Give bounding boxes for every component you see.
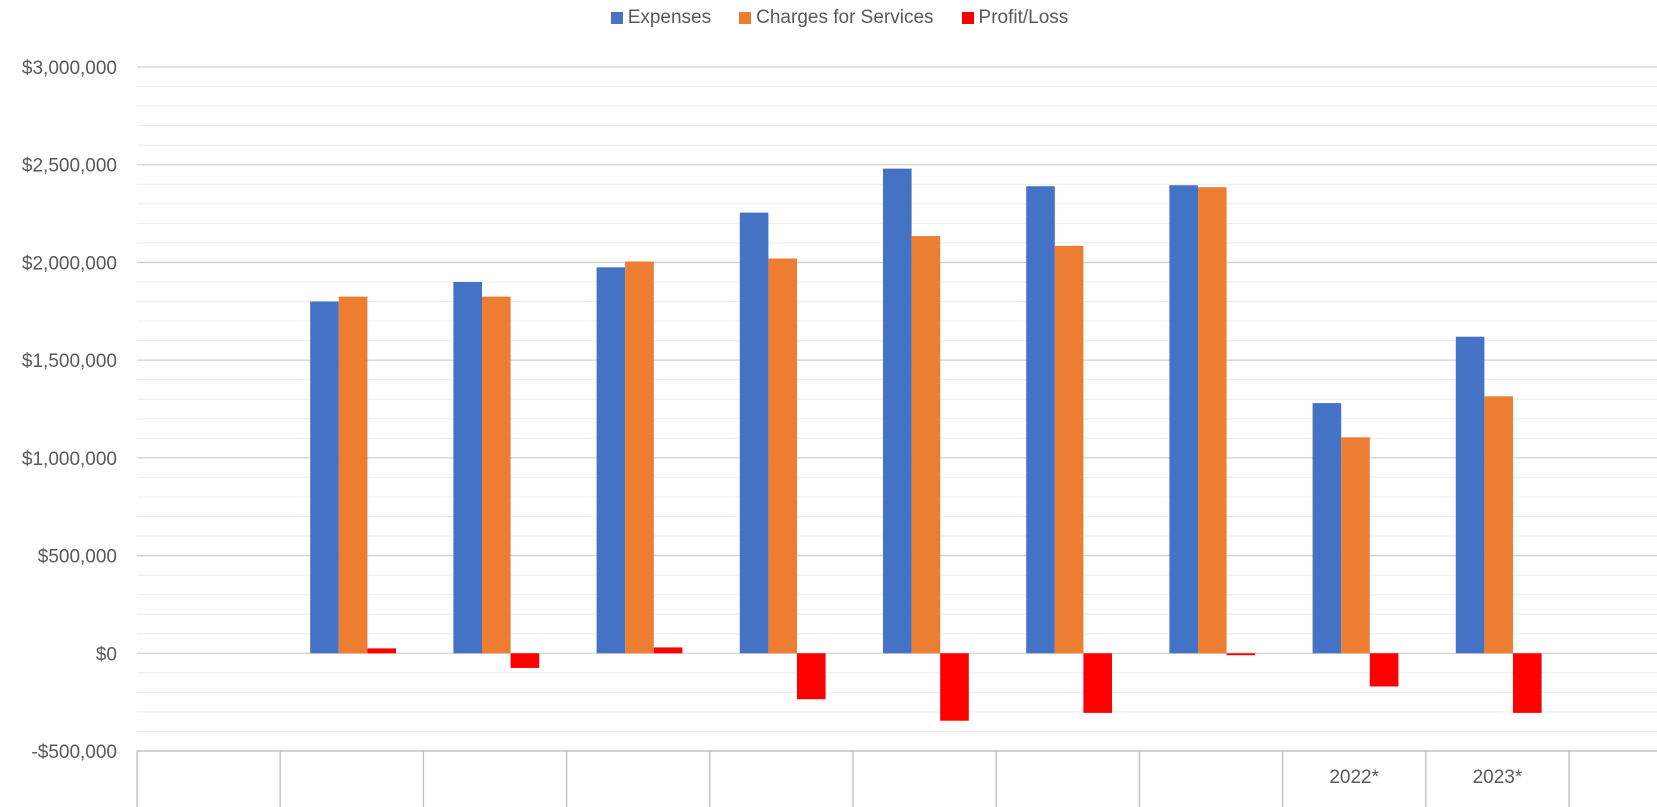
legend-swatch (610, 12, 623, 24)
legend-label: Profit/Loss (978, 7, 1069, 28)
bar (911, 236, 941, 654)
legend-item: Charges for Services (739, 5, 934, 31)
bar (1198, 187, 1227, 654)
bar (1312, 403, 1342, 654)
y-tick-label: $1,500,000 (22, 351, 117, 372)
bar (453, 281, 482, 654)
bars (310, 168, 1542, 721)
bar (310, 301, 339, 654)
legend-label: Expenses (627, 7, 712, 28)
y-tick-label: $2,000,000 (22, 253, 117, 274)
legend-item: Expenses (610, 5, 712, 31)
legend-item: Profit/Loss (961, 5, 1069, 31)
y-tick-label: $0 (96, 644, 117, 665)
bar (1226, 653, 1256, 656)
bar (768, 258, 797, 654)
x-tick-label: 2023* (1473, 767, 1523, 788)
bar (797, 653, 826, 700)
y-tick-label: $3,000,000 (22, 58, 117, 79)
bar (596, 267, 626, 654)
bar (653, 647, 683, 654)
bar (1083, 653, 1112, 713)
x-tick-label: 2022* (1329, 767, 1379, 788)
bar (510, 653, 540, 668)
bar (1455, 336, 1485, 654)
bar (940, 653, 969, 721)
legend-swatch (961, 12, 974, 24)
bar (739, 212, 769, 654)
bar (1484, 396, 1513, 654)
bar (1169, 185, 1198, 654)
legend-swatch (739, 12, 752, 24)
bar (883, 168, 912, 654)
bar (482, 296, 511, 654)
bar (367, 648, 396, 654)
y-tick-label: $2,500,000 (22, 156, 117, 177)
bar (1513, 653, 1542, 713)
bar (1341, 437, 1370, 654)
bar (1054, 245, 1084, 654)
y-tick-label: -$500,000 (31, 742, 117, 763)
bar (1026, 186, 1055, 654)
y-tick-label: $500,000 (38, 547, 117, 568)
bar (1369, 653, 1399, 687)
legend: Expenses Charges for Services Profit/Loss (0, 5, 1657, 31)
y-tick-label: $1,000,000 (22, 449, 117, 470)
bar (625, 261, 654, 654)
legend-label: Charges for Services (756, 7, 934, 28)
bar (338, 296, 368, 654)
